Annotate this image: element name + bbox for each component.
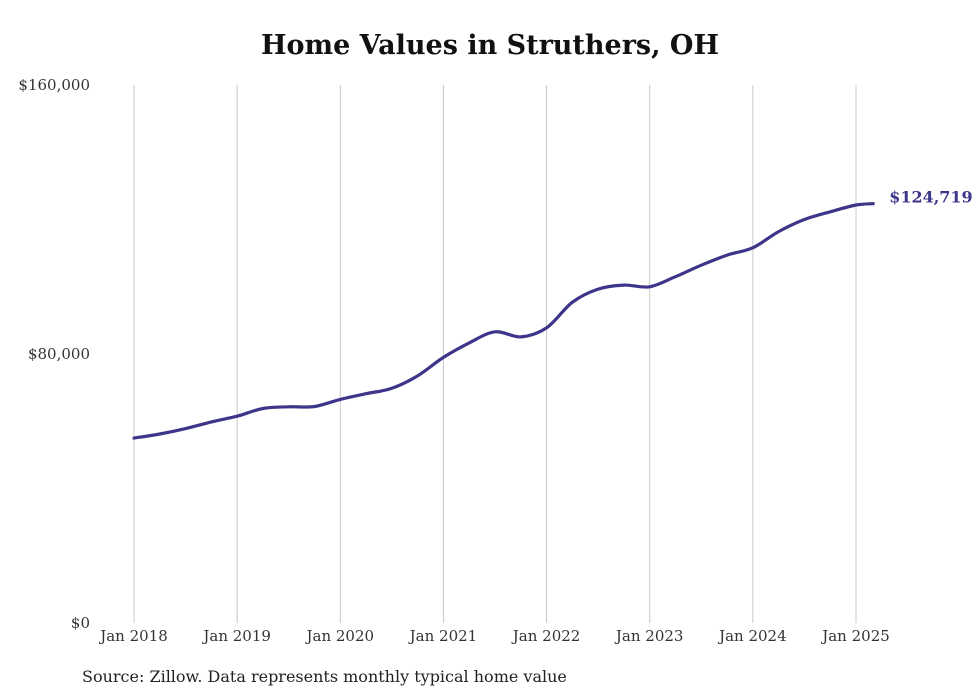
- x-tick-label: Jan 2019: [201, 627, 271, 645]
- y-axis-ticks: $0 $80,000 $160,000: [18, 76, 90, 632]
- x-tick-label: Jan 2021: [408, 627, 478, 645]
- series-line: [132, 202, 875, 440]
- series-layer: [132, 202, 875, 440]
- x-tick-label: Jan 2023: [614, 627, 684, 645]
- gridlines: [133, 85, 857, 623]
- x-tick-label: Jan 2024: [717, 627, 787, 645]
- source-note: Source: Zillow. Data represents monthly …: [82, 667, 567, 686]
- y-tick-label: $160,000: [18, 76, 90, 94]
- line-chart: $0$80,000$160,000 Jan 2018 Jan 2019 Jan 20…: [18, 76, 973, 645]
- x-tick-label: Jan 2018: [98, 627, 168, 645]
- x-tick-label: Jan 2022: [511, 627, 581, 645]
- data-labels: $124,719: [889, 188, 973, 207]
- y-tick-label: $80,000: [28, 345, 90, 363]
- x-tick-label: Jan 2025: [820, 627, 890, 645]
- x-tick-label: Jan 2020: [305, 627, 375, 645]
- y-tick-label: $0: [71, 614, 90, 632]
- x-axis-ticks: Jan 2018 Jan 2019 Jan 2020 Jan 2021 Jan 2022…: [98, 627, 890, 645]
- chart-title: Home Values in Struthers, OH: [261, 30, 719, 61]
- end-value-label: $124,719: [889, 188, 973, 207]
